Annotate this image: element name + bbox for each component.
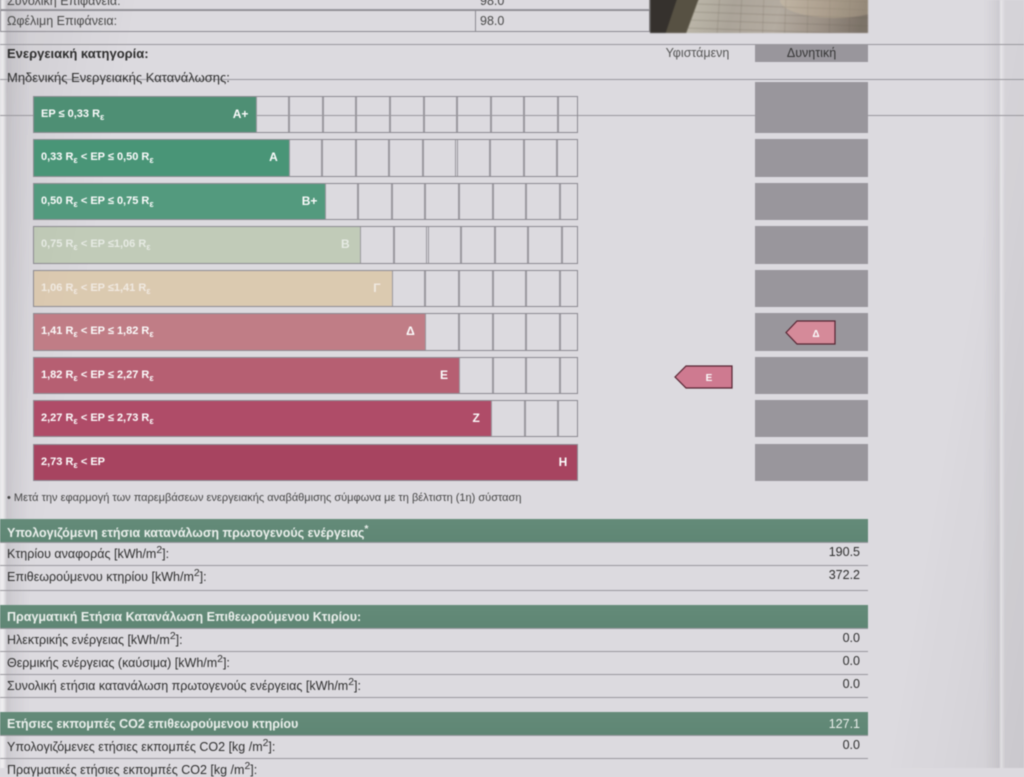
svg-text:Δ: Δ (812, 329, 819, 340)
svg-text:E: E (706, 373, 713, 384)
